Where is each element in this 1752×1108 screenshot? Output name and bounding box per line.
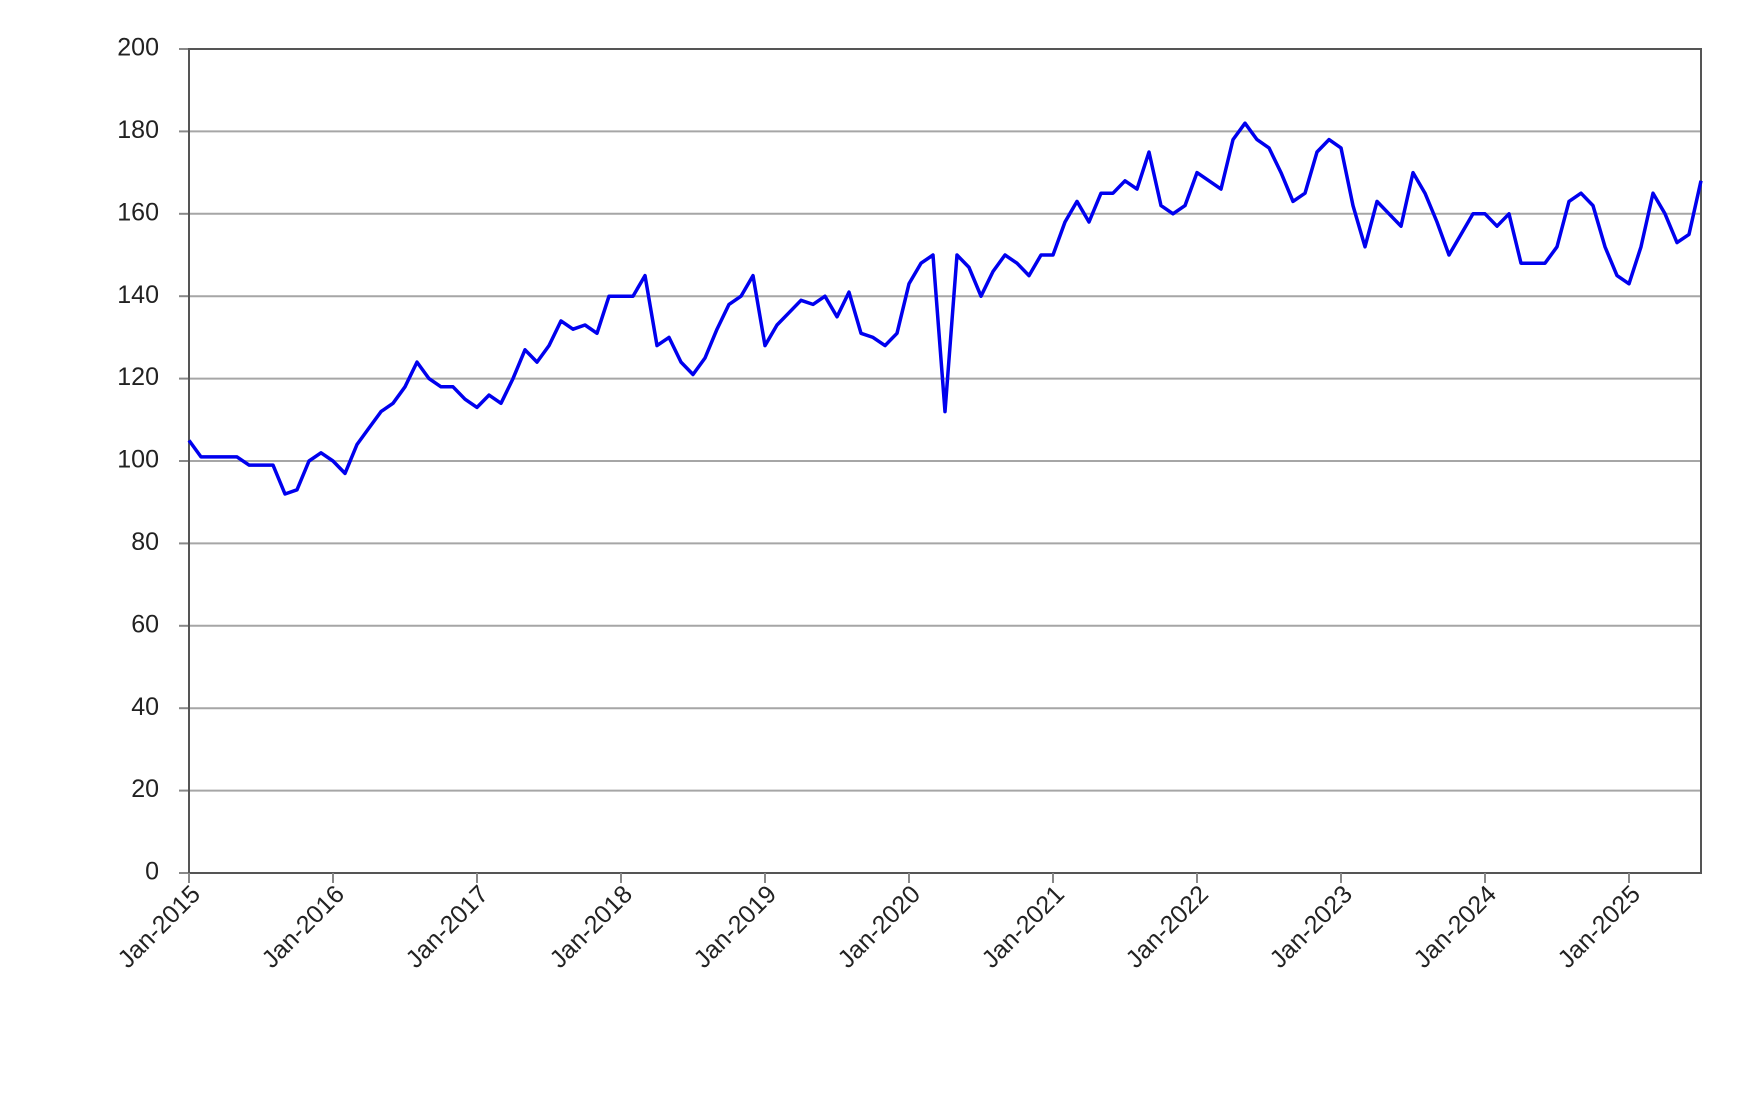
x-tick-label: Jan-2025 xyxy=(1552,880,1646,974)
x-tick-label: Jan-2021 xyxy=(976,880,1070,974)
x-tick-label: Jan-2023 xyxy=(1264,880,1358,974)
y-tick-label: 180 xyxy=(117,116,159,144)
y-tick-label: 140 xyxy=(117,281,159,309)
y-tick-label: 80 xyxy=(131,528,159,556)
y-tick-label: 60 xyxy=(131,610,159,638)
plot-frame xyxy=(188,48,1702,874)
x-tick-label: Jan-2017 xyxy=(400,880,494,974)
x-tick-label: Jan-2020 xyxy=(832,880,926,974)
x-tick-label: Jan-2022 xyxy=(1120,880,1214,974)
y-tick-label: 160 xyxy=(117,198,159,226)
y-tick-label: 40 xyxy=(131,693,159,721)
y-tick-label: 0 xyxy=(145,858,159,886)
x-tick-label: Jan-2019 xyxy=(688,880,782,974)
x-tick-label: Jan-2018 xyxy=(544,880,638,974)
series-line xyxy=(187,121,1703,496)
y-tick-label: 100 xyxy=(117,446,159,474)
y-tick-label: 20 xyxy=(131,775,159,803)
x-tick-label: Jan-2015 xyxy=(112,880,206,974)
x-tick-label: Jan-2016 xyxy=(256,880,350,974)
x-tick-label: Jan-2024 xyxy=(1408,880,1502,974)
y-tick-label: 120 xyxy=(117,363,159,391)
y-tick-label: 200 xyxy=(117,34,159,62)
